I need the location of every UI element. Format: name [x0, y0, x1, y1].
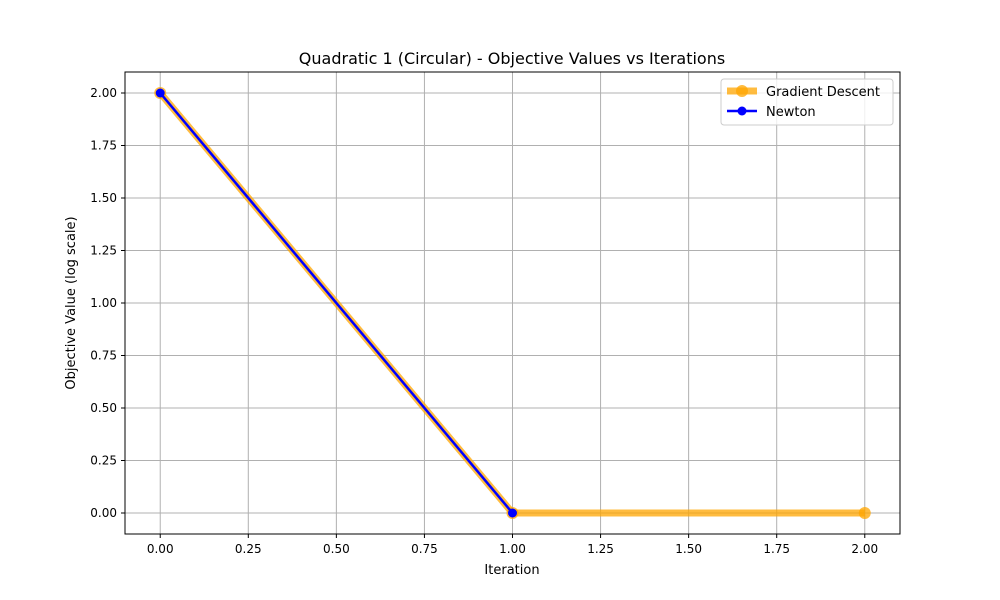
y-tick-label: 0.75 [90, 349, 117, 363]
x-tick-label: 0.75 [411, 542, 438, 556]
series-point-gradient-descent [858, 507, 871, 519]
x-tick-label: 0.50 [323, 542, 350, 556]
y-tick-label: 1.00 [90, 296, 117, 310]
legend: Gradient Descent Newton [720, 78, 894, 126]
series-line-newton [159, 92, 514, 514]
legend-box [720, 78, 894, 126]
y-axis-ticks: 0.00 0.25 0.50 0.75 1.00 1.25 1.50 1.75 2.00 [90, 86, 125, 520]
y-tick-label: 1.25 [90, 244, 117, 258]
x-axis-ticks: 0.00 0.25 0.50 0.75 1.00 1.25 1.50 1.75 2.00 [147, 534, 878, 556]
legend-label-newton: Newton [766, 105, 816, 120]
y-tick-label: 2.00 [90, 86, 117, 100]
legend-marker-newton [737, 106, 747, 116]
series-point-newton [508, 508, 517, 518]
legend-label-gradient-descent: Gradient Descent [766, 85, 880, 100]
y-tick-label: 0.00 [90, 506, 117, 520]
x-tick-label: 1.25 [587, 542, 614, 556]
y-axis-label: Objective Value (log scale) [64, 216, 79, 389]
x-tick-label: 0.00 [147, 542, 174, 556]
x-axis-label: Iteration [484, 563, 539, 578]
series-layer [154, 87, 871, 519]
y-tick-label: 0.50 [90, 401, 117, 415]
series-point-newton [155, 88, 165, 98]
x-tick-label: 1.00 [499, 542, 526, 556]
legend-item-newton: Newton [727, 105, 816, 120]
y-tick-label: 1.50 [90, 191, 117, 205]
x-tick-label: 1.75 [763, 542, 790, 556]
x-tick-label: 2.00 [851, 542, 878, 556]
chart-title: Quadratic 1 (Circular) - Objective Value… [299, 49, 725, 68]
legend-marker-gradient-descent [736, 85, 748, 97]
y-tick-label: 1.75 [90, 139, 117, 153]
x-tick-label: 1.50 [675, 542, 702, 556]
x-tick-label: 0.25 [235, 542, 262, 556]
y-tick-label: 0.25 [90, 454, 117, 468]
legend-item-gradient-descent: Gradient Descent [727, 85, 880, 100]
